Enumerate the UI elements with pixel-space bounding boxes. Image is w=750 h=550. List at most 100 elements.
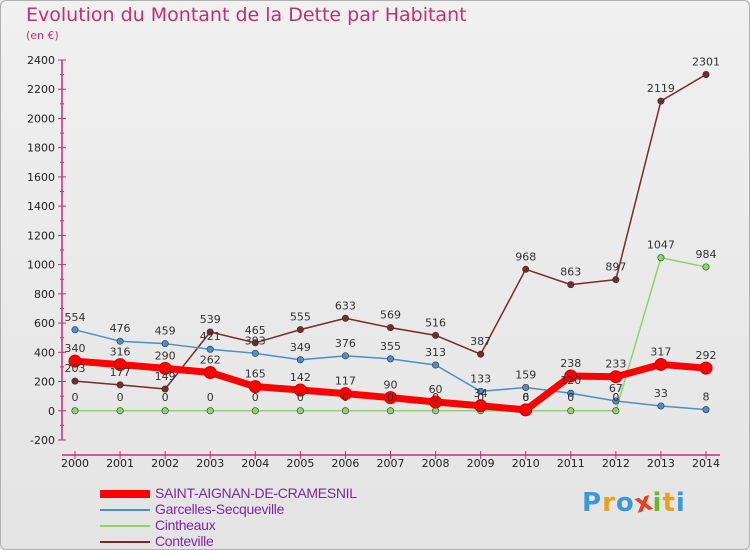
data-point-0 <box>113 358 127 372</box>
legend-swatch <box>100 541 150 543</box>
data-label: 238 <box>560 357 581 370</box>
data-label: 465 <box>245 324 266 337</box>
data-label: 555 <box>290 311 311 324</box>
data-label: 0 <box>297 391 304 404</box>
x-tick-label: 2011 <box>557 457 585 470</box>
proxiti-logo: Proxiti <box>582 486 686 520</box>
data-point-2 <box>161 407 169 415</box>
data-point-3 <box>71 377 79 385</box>
data-label: 313 <box>425 346 446 359</box>
data-label: 376 <box>335 337 356 350</box>
data-point-1 <box>296 356 304 364</box>
data-point-2 <box>612 407 620 415</box>
data-point-3 <box>161 385 169 393</box>
data-point-3 <box>477 350 485 358</box>
data-point-0 <box>654 357 668 371</box>
data-point-1 <box>567 389 575 397</box>
legend-label: Garcelles-Secqueville <box>155 501 285 517</box>
x-tick-label: 2000 <box>61 457 89 470</box>
data-label: 133 <box>470 372 491 385</box>
x-tick-label: 2006 <box>331 457 359 470</box>
data-label: 633 <box>335 299 356 312</box>
data-label: 393 <box>245 334 266 347</box>
x-tick-label: 2013 <box>647 457 675 470</box>
data-point-1 <box>341 352 349 360</box>
data-label: 459 <box>155 325 176 338</box>
data-label: 149 <box>155 370 176 383</box>
data-point-1 <box>116 337 124 345</box>
data-label: 177 <box>110 366 131 379</box>
data-label: 60 <box>429 383 443 396</box>
y-tick-label: 600 <box>34 317 55 330</box>
data-point-0 <box>519 403 533 417</box>
logo-letter: i <box>675 488 686 518</box>
data-point-0 <box>699 361 713 375</box>
data-label: 120 <box>560 374 581 387</box>
data-label: 0 <box>567 391 574 404</box>
data-label: 290 <box>155 349 176 362</box>
data-label: 0 <box>72 391 79 404</box>
data-label: 421 <box>200 330 221 343</box>
data-label: 203 <box>65 362 86 375</box>
data-point-2 <box>296 407 304 415</box>
data-label: 67 <box>609 382 623 395</box>
data-label: 0 <box>342 391 349 404</box>
legend-swatch <box>100 525 150 527</box>
data-point-2 <box>341 407 349 415</box>
y-tick-label: 800 <box>34 288 55 301</box>
legend-label: Conteville <box>155 533 214 549</box>
data-point-0 <box>384 391 397 405</box>
legend-swatch <box>100 509 150 511</box>
y-tick-label: 0 <box>48 405 55 418</box>
data-point-2 <box>567 407 575 415</box>
data-label: 117 <box>335 375 356 388</box>
data-label: 340 <box>65 342 86 355</box>
data-label: 863 <box>560 266 581 279</box>
logo-letter: P <box>582 488 603 518</box>
data-label: 539 <box>200 313 221 326</box>
data-label: 0 <box>477 391 484 404</box>
data-point-0 <box>293 383 307 397</box>
data-point-1 <box>522 384 530 392</box>
data-point-1 <box>432 361 440 369</box>
data-label: 2119 <box>647 82 675 95</box>
x-tick-label: 2003 <box>196 457 224 470</box>
x-tick-label: 2012 <box>602 457 630 470</box>
data-label: 516 <box>425 316 446 329</box>
data-label: 569 <box>380 309 401 322</box>
data-label: 8 <box>703 391 710 404</box>
data-point-1 <box>657 402 665 410</box>
x-tick-label: 2001 <box>106 457 134 470</box>
data-point-0 <box>248 380 262 394</box>
chart-title: Evolution du Montant de la Dette par Hab… <box>26 4 467 26</box>
data-point-2 <box>657 254 665 262</box>
data-point-2 <box>251 407 259 415</box>
data-point-2 <box>386 407 394 415</box>
legend-swatch <box>100 490 150 498</box>
data-point-3 <box>116 381 124 389</box>
data-label: 34 <box>474 387 488 400</box>
data-label: 0 <box>612 391 619 404</box>
data-point-3 <box>567 281 575 289</box>
data-label: 90 <box>384 379 398 392</box>
data-point-3 <box>432 331 440 339</box>
y-tick-label: 2400 <box>27 54 55 67</box>
y-tick-label: 1000 <box>27 259 55 272</box>
data-point-2 <box>432 407 440 415</box>
data-label: 33 <box>654 387 668 400</box>
data-point-0 <box>68 354 82 368</box>
data-label: 165 <box>245 368 266 381</box>
x-tick-label: 2008 <box>422 457 450 470</box>
data-label: 292 <box>696 349 717 362</box>
data-point-1 <box>702 406 710 414</box>
data-label: 1047 <box>647 239 675 252</box>
data-point-3 <box>296 326 304 334</box>
logo-letter: r <box>602 488 616 518</box>
data-label: 387 <box>470 335 491 348</box>
data-label: 159 <box>515 369 536 382</box>
data-label: 476 <box>110 322 131 335</box>
data-label: 262 <box>200 353 221 366</box>
data-label: 316 <box>110 346 131 359</box>
x-tick-label: 2002 <box>151 457 179 470</box>
